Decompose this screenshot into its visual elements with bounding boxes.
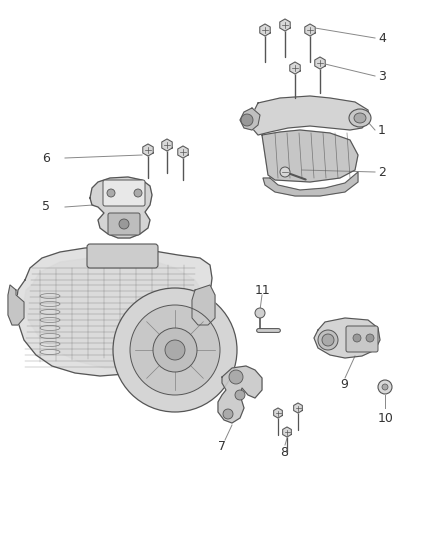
FancyBboxPatch shape: [103, 180, 145, 206]
Polygon shape: [263, 172, 358, 196]
Text: 5: 5: [42, 200, 50, 214]
Polygon shape: [162, 139, 172, 151]
Text: 2: 2: [378, 166, 386, 179]
Circle shape: [165, 340, 185, 360]
Text: 7: 7: [218, 440, 226, 454]
Text: 9: 9: [340, 378, 348, 392]
Polygon shape: [8, 285, 24, 325]
Polygon shape: [262, 130, 358, 182]
Polygon shape: [274, 408, 283, 418]
Circle shape: [153, 328, 197, 372]
Circle shape: [113, 288, 237, 412]
Text: 6: 6: [42, 151, 50, 165]
Polygon shape: [24, 258, 205, 368]
Text: 1: 1: [378, 124, 386, 136]
Polygon shape: [283, 427, 291, 437]
Polygon shape: [305, 24, 315, 36]
Polygon shape: [315, 57, 325, 69]
Polygon shape: [280, 19, 290, 31]
Text: 8: 8: [280, 447, 288, 459]
Polygon shape: [240, 108, 260, 130]
FancyBboxPatch shape: [108, 213, 140, 235]
Ellipse shape: [349, 109, 371, 127]
Circle shape: [353, 334, 361, 342]
Circle shape: [119, 219, 129, 229]
Circle shape: [223, 409, 233, 419]
Circle shape: [130, 305, 220, 395]
Polygon shape: [218, 366, 262, 423]
Polygon shape: [290, 62, 300, 74]
Polygon shape: [192, 285, 215, 325]
Text: 11: 11: [255, 284, 271, 296]
Circle shape: [366, 334, 374, 342]
Polygon shape: [178, 146, 188, 158]
FancyBboxPatch shape: [346, 326, 378, 352]
Text: 3: 3: [378, 69, 386, 83]
Circle shape: [241, 114, 253, 126]
Circle shape: [322, 334, 334, 346]
Polygon shape: [293, 403, 302, 413]
Circle shape: [107, 189, 115, 197]
Circle shape: [255, 308, 265, 318]
Polygon shape: [90, 177, 152, 238]
Text: 4: 4: [378, 31, 386, 44]
Circle shape: [318, 330, 338, 350]
Circle shape: [280, 167, 290, 177]
Polygon shape: [252, 96, 370, 135]
Polygon shape: [314, 318, 380, 358]
Circle shape: [378, 380, 392, 394]
Ellipse shape: [354, 113, 366, 123]
Circle shape: [382, 384, 388, 390]
FancyBboxPatch shape: [87, 244, 158, 268]
Polygon shape: [143, 144, 153, 156]
Circle shape: [235, 390, 245, 400]
Text: 10: 10: [378, 411, 394, 424]
Polygon shape: [16, 247, 212, 376]
Circle shape: [134, 189, 142, 197]
Polygon shape: [260, 24, 270, 36]
Circle shape: [229, 370, 243, 384]
